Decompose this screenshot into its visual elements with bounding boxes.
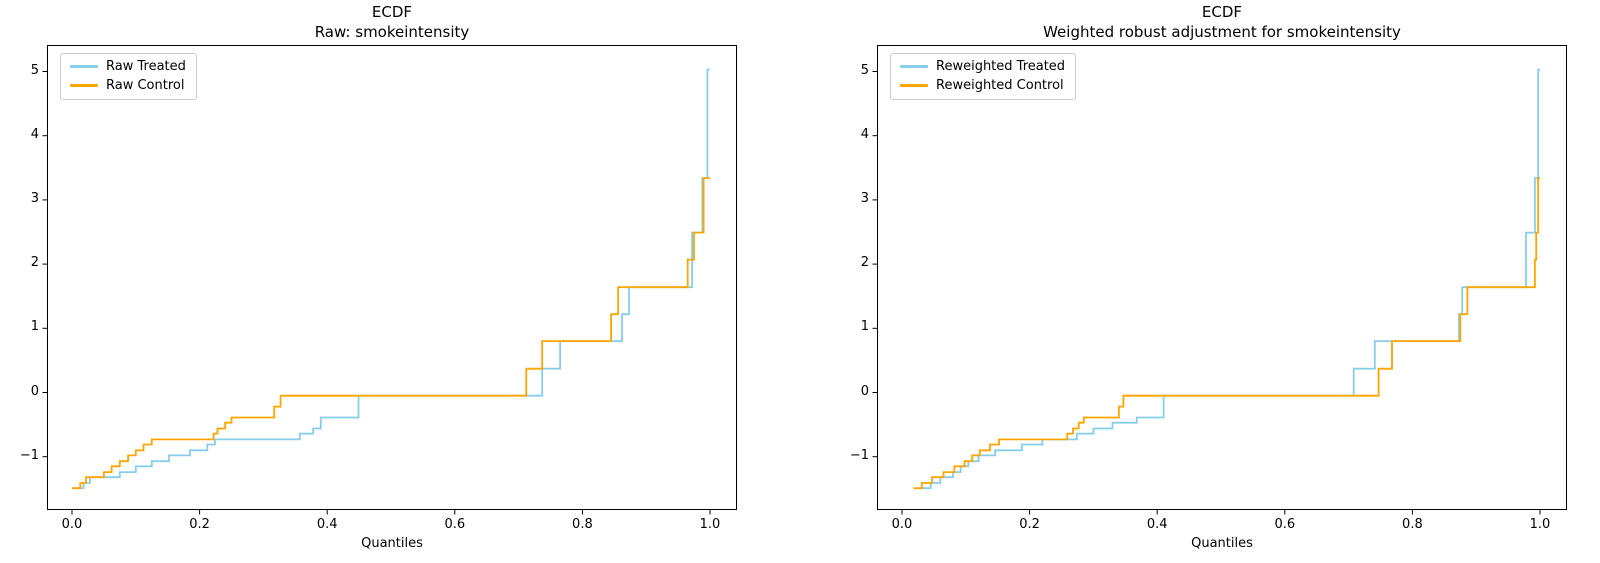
legend-line-icon xyxy=(900,65,928,68)
x-tick-label: 0.0 xyxy=(61,517,83,532)
plot-area xyxy=(872,45,1567,515)
legend-line-icon xyxy=(70,84,98,87)
legend-label: Raw Treated xyxy=(106,59,186,74)
legend: Raw Treated Raw Control xyxy=(60,53,197,100)
chart-title-subtitle: Weighted robust adjustment for smokeinte… xyxy=(1043,22,1401,41)
y-tick-label: 3 xyxy=(30,190,39,206)
chart-title-subtitle: Raw: smokeintensity xyxy=(314,22,470,41)
y-tick-label: 5 xyxy=(30,62,39,78)
x-tick-label: 0.2 xyxy=(1019,517,1040,532)
y-tick-label: −1 xyxy=(849,447,869,463)
x-tick-label: 1.0 xyxy=(699,517,721,532)
y-tick-label: 0 xyxy=(860,383,869,399)
legend-line-icon xyxy=(900,84,928,87)
legend-item: Reweighted Treated xyxy=(900,59,1065,74)
chart-title-line1: ECDF xyxy=(1201,3,1243,21)
series-line-1 xyxy=(913,177,1540,490)
x-tick-label: 0.2 xyxy=(189,517,210,532)
chart-title: ECDF Raw: smokeintensity xyxy=(47,3,737,43)
legend: Reweighted Treated Reweighted Control xyxy=(890,53,1077,100)
legend-item: Reweighted Control xyxy=(900,78,1065,93)
legend-item: Raw Control xyxy=(70,78,186,93)
legend-label: Reweighted Treated xyxy=(936,59,1066,74)
y-tick-label: 1 xyxy=(30,319,39,335)
series-line-0 xyxy=(74,68,710,490)
subplot-weighted: ECDF Weighted robust adjustment for smok… xyxy=(850,0,1567,563)
y-tick-label: 4 xyxy=(30,126,39,142)
y-tick-label: 1 xyxy=(860,319,869,335)
legend-line-icon xyxy=(70,65,98,68)
y-tick-label: 4 xyxy=(860,126,869,142)
chart-title-line1: ECDF xyxy=(371,3,413,21)
y-tick-label: −1 xyxy=(19,447,39,463)
x-tick-label: 0.4 xyxy=(316,517,338,532)
legend-label: Raw Control xyxy=(106,78,185,93)
y-tick-label: 0 xyxy=(30,383,39,399)
x-axis-label: Quantiles xyxy=(1191,536,1253,551)
chart-title: ECDF Weighted robust adjustment for smok… xyxy=(877,3,1567,43)
legend-item: Raw Treated xyxy=(70,59,186,74)
x-tick-label: 0.8 xyxy=(572,517,593,532)
plot-area xyxy=(42,45,737,515)
x-tick-label: 1.0 xyxy=(1529,517,1551,532)
y-tick-label: 5 xyxy=(860,62,869,78)
x-tick-label: 0.8 xyxy=(1402,517,1423,532)
y-tick-label: 3 xyxy=(860,190,869,206)
x-tick-label: 0.6 xyxy=(1274,517,1296,532)
series-line-1 xyxy=(72,177,710,490)
x-tick-label: 0.0 xyxy=(891,517,913,532)
x-tick-label: 0.4 xyxy=(1146,517,1168,532)
subplot-raw: ECDF Raw: smokeintensity Raw Treated Raw… xyxy=(20,0,737,563)
legend-label: Reweighted Control xyxy=(936,78,1064,93)
y-tick-label: 2 xyxy=(30,255,39,271)
x-tick-label: 0.6 xyxy=(444,517,466,532)
axes-spines xyxy=(47,45,737,510)
series-line-0 xyxy=(920,68,1540,490)
x-axis-label: Quantiles xyxy=(361,536,423,551)
y-tick-label: 2 xyxy=(860,255,869,271)
axes-spines xyxy=(877,45,1567,510)
